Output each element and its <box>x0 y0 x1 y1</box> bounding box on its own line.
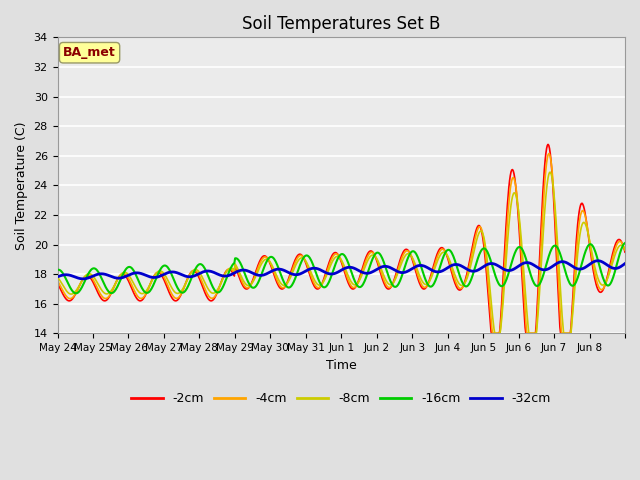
Text: BA_met: BA_met <box>63 46 116 59</box>
-32cm <box>621 261 629 266</box>
Line: -16cm: -16cm <box>58 243 625 293</box>
-8cm <box>491 331 499 336</box>
Y-axis label: Soil Temperature (C): Soil Temperature (C) <box>15 121 28 250</box>
-2cm <box>400 248 408 254</box>
-2cm <box>54 280 61 286</box>
-16cm <box>72 290 80 296</box>
-2cm <box>621 249 629 255</box>
-16cm <box>401 265 408 271</box>
Line: -4cm: -4cm <box>58 154 625 334</box>
-8cm <box>400 255 408 261</box>
-2cm <box>120 272 128 277</box>
-16cm <box>621 240 629 246</box>
-4cm <box>545 151 552 156</box>
-2cm <box>274 282 282 288</box>
-32cm <box>54 274 61 280</box>
-16cm <box>225 269 233 275</box>
-8cm <box>621 247 629 252</box>
-4cm <box>621 247 629 253</box>
-8cm <box>225 266 232 272</box>
-2cm <box>544 142 552 147</box>
-16cm <box>433 276 440 281</box>
-8cm <box>547 169 554 175</box>
-8cm <box>253 272 260 277</box>
-4cm <box>54 278 61 284</box>
-32cm <box>225 273 233 278</box>
-4cm <box>225 266 232 272</box>
-4cm <box>489 331 497 336</box>
-32cm <box>121 274 129 280</box>
X-axis label: Time: Time <box>326 359 356 372</box>
-4cm <box>253 269 260 275</box>
-2cm <box>432 256 440 262</box>
-32cm <box>79 276 87 282</box>
-2cm <box>488 331 495 336</box>
-16cm <box>121 268 129 274</box>
-4cm <box>274 279 282 285</box>
-32cm <box>594 258 602 264</box>
-8cm <box>274 276 282 281</box>
-8cm <box>54 275 61 280</box>
Line: -2cm: -2cm <box>58 144 625 334</box>
-2cm <box>253 266 260 272</box>
Legend: -2cm, -4cm, -8cm, -16cm, -32cm: -2cm, -4cm, -8cm, -16cm, -32cm <box>127 387 556 410</box>
-16cm <box>275 266 283 272</box>
Line: -32cm: -32cm <box>58 261 625 279</box>
-2cm <box>225 266 232 272</box>
-16cm <box>253 281 261 287</box>
-32cm <box>401 269 408 275</box>
-8cm <box>120 269 128 275</box>
Title: Soil Temperatures Set B: Soil Temperatures Set B <box>242 15 440 33</box>
-4cm <box>120 271 128 276</box>
-4cm <box>400 251 408 257</box>
-32cm <box>275 266 283 272</box>
-4cm <box>432 259 440 265</box>
-8cm <box>432 263 440 269</box>
-16cm <box>54 267 61 273</box>
Line: -8cm: -8cm <box>58 172 625 334</box>
-32cm <box>433 269 440 275</box>
-32cm <box>253 272 261 278</box>
